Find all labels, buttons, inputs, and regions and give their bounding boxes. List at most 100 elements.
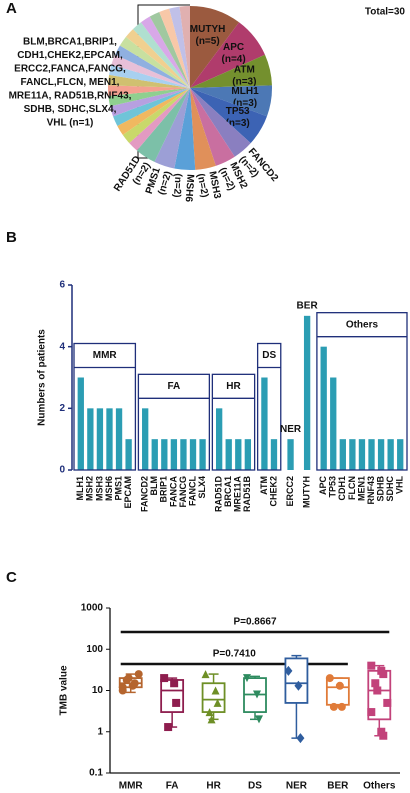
x-tick-label: MSH6 [104, 476, 114, 501]
slice-value-label: (n=3) [232, 76, 256, 87]
slice-name: MSH6 [183, 174, 196, 203]
x-tick-label: CHEK2 [268, 476, 278, 507]
x-tick-label: Others [363, 781, 396, 792]
x-tick-label: MSH2 [85, 476, 95, 501]
bar [106, 408, 113, 470]
bar [349, 439, 356, 470]
panel-letter: A [6, 0, 17, 17]
point [205, 708, 214, 717]
slice-name: MLH1 [231, 86, 259, 97]
pie-slice [108, 88, 190, 107]
point [243, 674, 251, 683]
pie-slice [190, 85, 272, 117]
panel-letter: C [6, 569, 17, 586]
pie-slice [190, 88, 216, 170]
slice-name: MSH3 [207, 170, 223, 200]
point [383, 698, 392, 707]
x-tick-label: HR [206, 781, 221, 792]
bar [77, 377, 84, 470]
bar [215, 408, 223, 470]
group-label: BER [297, 300, 319, 311]
pie-slice [125, 29, 190, 89]
x-tick-label: SDHB [375, 476, 385, 502]
x-tick-label: MEN1 [356, 476, 366, 501]
pie-slice [122, 88, 190, 144]
x-tick-label: FANCL [187, 476, 197, 506]
slice-value-label: (n=4) [222, 54, 246, 65]
slice-name: MUTYH [190, 24, 226, 35]
point [335, 681, 344, 690]
x-tick-label: FANCA [168, 476, 178, 507]
point [379, 670, 388, 679]
bar [287, 439, 294, 470]
bar [161, 439, 168, 470]
y-axis-label: Numbers of patients [37, 329, 48, 426]
x-tick-label: MLH1 [75, 476, 85, 501]
pie-slice [190, 6, 240, 88]
y-tick-label: 0 [59, 465, 65, 476]
pie-slice [113, 88, 190, 126]
pie-slice [132, 22, 190, 89]
point [213, 698, 222, 707]
bar [142, 408, 149, 470]
slice-value-label: (n=2) [195, 173, 210, 199]
pie-slice [169, 6, 190, 89]
group-label: MMR [93, 350, 118, 361]
y-tick-label: 1000 [81, 603, 104, 614]
point [253, 690, 261, 699]
slice-value-label: (n=5) [195, 36, 219, 47]
bar [170, 439, 178, 470]
x-tick-label: MMR [119, 781, 144, 792]
x-tick-label: EPCAM [123, 476, 133, 509]
group-label: BLM,BRCA1,BRIP1, [23, 37, 117, 48]
slice-label: MUTYH (n=5) [190, 24, 226, 47]
box [284, 657, 309, 704]
pie-slice [117, 88, 190, 135]
pie-slice [190, 88, 251, 157]
point [118, 683, 127, 692]
point [201, 670, 210, 679]
group-label: FA [167, 381, 180, 392]
pie-slice [108, 74, 190, 88]
point [170, 679, 179, 688]
x-tick-label: SLX4 [197, 476, 207, 499]
point [296, 733, 305, 744]
group-label: HR [226, 381, 241, 392]
total-annotation: Total=30 [365, 7, 406, 18]
slice-value-label: (n=3) [226, 118, 250, 129]
slice-name: ATM [234, 64, 255, 75]
x-tick-label: FLCN [347, 476, 357, 500]
box [201, 682, 226, 713]
group-box [316, 312, 408, 471]
bar [387, 439, 394, 470]
pie-slice [115, 45, 190, 88]
group-box [73, 342, 137, 471]
point [130, 679, 139, 688]
pie-slice [129, 88, 190, 151]
x-tick-label: ATM [259, 476, 269, 495]
point [373, 686, 382, 695]
point [325, 674, 334, 683]
slice-label: APC (n=4) [222, 42, 246, 65]
x-tick-label: FANCG [178, 476, 188, 508]
group-label: FANCL,FLCN, MEN1, [21, 77, 120, 88]
bar [87, 408, 94, 470]
point [294, 680, 303, 691]
pie-slice [108, 85, 190, 96]
pie-slice [111, 54, 190, 88]
x-tick-label: VHL [395, 475, 405, 494]
slice-label: MSH3(n=2) [195, 170, 223, 202]
bar [270, 439, 278, 470]
bar [96, 408, 104, 470]
x-tick-label: BRIP1 [159, 476, 169, 503]
x-tick-label: MUTYH [301, 476, 311, 508]
pie-slice [149, 11, 190, 88]
point [379, 731, 388, 740]
point [371, 679, 380, 688]
point [172, 698, 181, 707]
x-tick-label: FA [166, 781, 179, 792]
point [284, 665, 293, 676]
y-tick-label: 4 [59, 341, 65, 352]
slice-name: APC [223, 42, 244, 53]
pie-slice [154, 88, 190, 169]
